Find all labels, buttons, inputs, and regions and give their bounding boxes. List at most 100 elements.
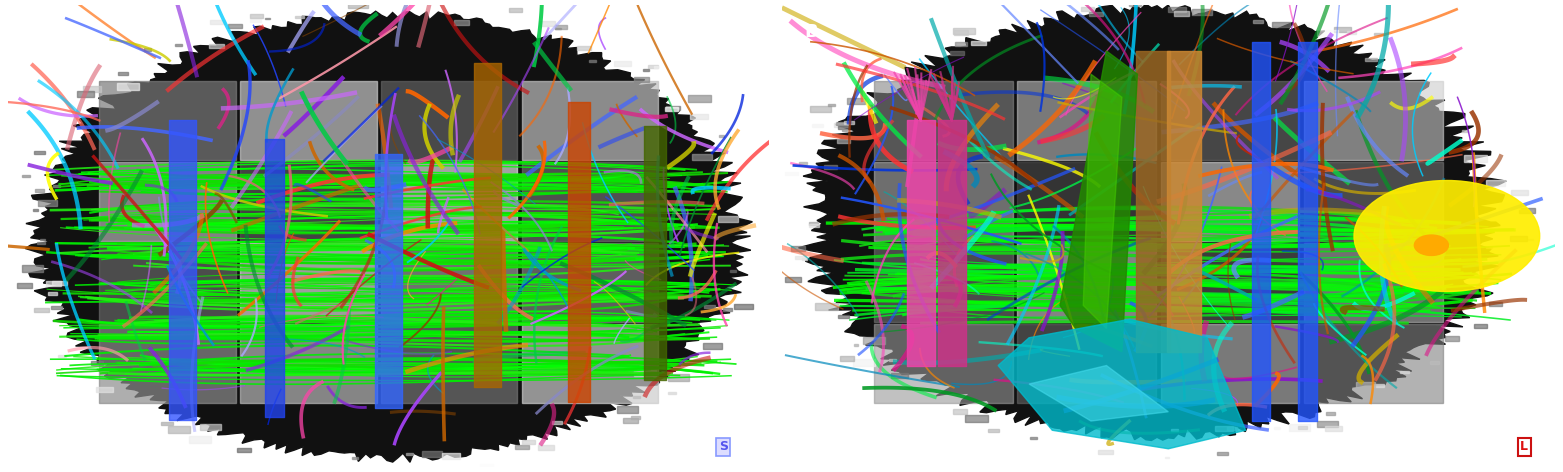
Bar xyxy=(722,308,731,311)
Bar xyxy=(45,281,61,286)
Bar xyxy=(785,172,797,176)
Bar xyxy=(508,8,522,12)
Bar xyxy=(264,17,269,19)
Polygon shape xyxy=(1060,51,1138,352)
Bar xyxy=(39,238,45,240)
Bar xyxy=(480,464,492,468)
Bar xyxy=(1161,243,1299,321)
Bar xyxy=(853,344,858,346)
Bar xyxy=(167,426,191,433)
Polygon shape xyxy=(25,11,752,462)
Text: S: S xyxy=(719,440,728,454)
Bar xyxy=(98,324,236,403)
Text: A: A xyxy=(31,23,44,41)
Bar xyxy=(816,303,838,310)
Bar xyxy=(891,373,908,378)
Bar xyxy=(669,392,675,394)
Bar xyxy=(95,387,113,392)
Bar xyxy=(971,41,986,45)
Bar xyxy=(838,139,850,143)
Bar xyxy=(635,370,656,377)
Bar xyxy=(1486,180,1505,186)
Bar xyxy=(58,355,66,357)
Bar xyxy=(175,44,183,46)
Bar xyxy=(117,72,128,75)
Bar xyxy=(889,359,896,361)
Bar xyxy=(53,185,59,187)
Bar xyxy=(1474,324,1486,329)
Bar xyxy=(703,305,714,309)
Bar xyxy=(1372,384,1383,388)
Bar xyxy=(48,292,58,295)
Bar xyxy=(522,81,658,160)
Bar xyxy=(838,126,849,129)
Bar xyxy=(1216,452,1229,455)
Bar xyxy=(555,28,561,29)
Polygon shape xyxy=(999,319,1246,449)
Bar xyxy=(406,453,413,455)
Bar xyxy=(453,20,469,25)
Bar xyxy=(1018,81,1157,160)
Bar xyxy=(988,429,999,432)
Bar xyxy=(422,451,442,457)
Bar xyxy=(33,151,45,154)
Bar xyxy=(522,162,658,241)
Bar xyxy=(98,243,236,321)
Bar xyxy=(796,256,807,259)
Bar xyxy=(241,243,377,321)
Bar xyxy=(238,447,250,452)
Bar xyxy=(953,409,967,413)
Bar xyxy=(824,166,838,169)
Bar xyxy=(442,453,460,459)
Bar xyxy=(22,175,30,177)
Bar xyxy=(381,324,517,403)
Bar xyxy=(863,337,886,344)
Bar xyxy=(735,303,753,309)
Bar xyxy=(250,14,264,18)
Bar xyxy=(688,95,711,102)
Bar xyxy=(1333,26,1352,32)
Bar xyxy=(1018,324,1157,403)
Bar xyxy=(1080,7,1094,11)
Bar xyxy=(539,21,555,26)
Bar xyxy=(555,25,567,29)
Bar xyxy=(847,98,864,104)
Bar xyxy=(161,422,173,425)
Bar xyxy=(874,243,1013,321)
Bar xyxy=(953,27,975,34)
Bar xyxy=(1288,424,1310,430)
Bar xyxy=(955,30,969,34)
Bar xyxy=(381,162,517,241)
Bar xyxy=(34,308,48,312)
Bar xyxy=(786,277,802,282)
Bar xyxy=(635,77,649,82)
Bar xyxy=(38,200,56,206)
Bar xyxy=(34,189,44,192)
Bar xyxy=(689,114,708,119)
Bar xyxy=(349,1,367,8)
Bar xyxy=(1018,243,1157,321)
Bar xyxy=(1161,81,1299,160)
Bar xyxy=(844,121,853,124)
Bar xyxy=(1325,426,1343,431)
Bar xyxy=(791,246,805,251)
Bar xyxy=(1169,7,1186,12)
Bar xyxy=(1128,2,1141,6)
Bar xyxy=(649,65,658,68)
Bar xyxy=(250,19,261,22)
Bar xyxy=(1297,426,1307,429)
Bar xyxy=(1146,0,1158,3)
Bar xyxy=(1099,450,1113,455)
Bar xyxy=(552,421,563,424)
Bar xyxy=(241,81,377,160)
Bar xyxy=(966,415,988,422)
Bar xyxy=(83,86,100,92)
Bar xyxy=(811,124,824,127)
Bar xyxy=(1304,243,1443,321)
Bar xyxy=(1347,32,1357,34)
Bar xyxy=(1430,361,1440,364)
Bar xyxy=(144,49,152,51)
Bar xyxy=(1519,208,1535,212)
Bar xyxy=(522,440,535,444)
Bar xyxy=(1174,11,1189,16)
